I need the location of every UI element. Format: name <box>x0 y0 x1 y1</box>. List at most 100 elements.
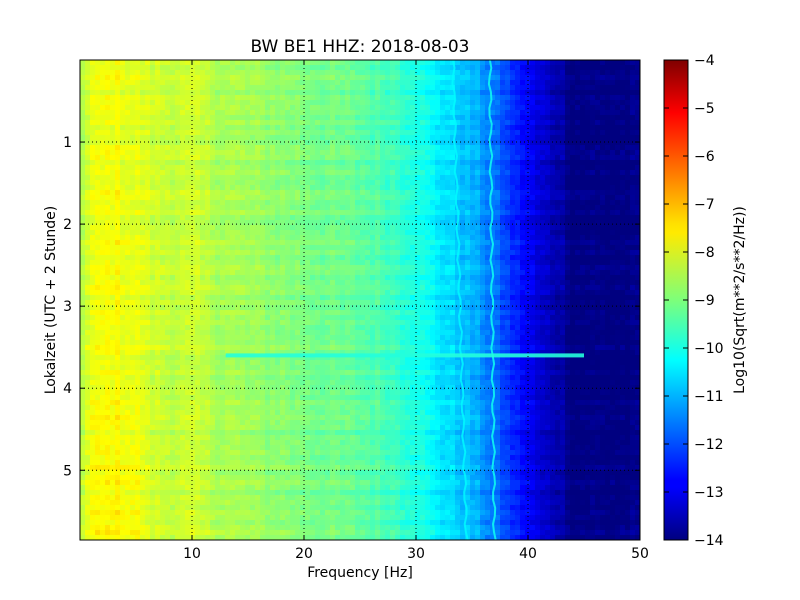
heatmap-cell <box>625 70 631 76</box>
heatmap-cell <box>330 230 336 236</box>
heatmap-cell <box>95 240 101 246</box>
heatmap-cell <box>175 105 181 111</box>
heatmap-cell <box>490 225 496 231</box>
heatmap-cell <box>270 110 276 116</box>
heatmap-cell <box>265 110 271 116</box>
heatmap-cell <box>440 115 446 121</box>
heatmap-cell <box>415 220 421 226</box>
heatmap-cell <box>390 245 396 251</box>
heatmap-cell <box>585 245 591 251</box>
heatmap-cell <box>335 245 341 251</box>
heatmap-cell <box>195 120 201 126</box>
heatmap-cell <box>585 270 591 276</box>
heatmap-cell <box>490 90 496 96</box>
heatmap-cell <box>225 160 231 166</box>
heatmap-cell <box>205 155 211 161</box>
heatmap-cell <box>265 185 271 191</box>
heatmap-cell <box>100 210 106 216</box>
heatmap-cell <box>410 155 416 161</box>
heatmap-cell <box>490 190 496 196</box>
heatmap-cell <box>365 265 371 271</box>
heatmap-cell <box>495 255 501 261</box>
heatmap-cell <box>455 65 461 71</box>
heatmap-cell <box>615 215 621 221</box>
heatmap-cell <box>570 135 576 141</box>
heatmap-cell <box>440 275 446 281</box>
heatmap-cell <box>505 145 511 151</box>
heatmap-cell <box>630 105 636 111</box>
heatmap-cell <box>610 75 616 81</box>
heatmap-cell <box>590 105 596 111</box>
heatmap-cell <box>325 110 331 116</box>
heatmap-cell <box>130 210 136 216</box>
heatmap-cell <box>275 70 281 76</box>
heatmap-cell <box>605 120 611 126</box>
heatmap-cell <box>335 145 341 151</box>
heatmap-cell <box>325 265 331 271</box>
heatmap-cell <box>230 200 236 206</box>
heatmap-cell <box>305 230 311 236</box>
heatmap-cell <box>525 275 531 281</box>
heatmap-cell <box>140 75 146 81</box>
heatmap-cell <box>275 150 281 156</box>
heatmap-cell <box>500 260 506 266</box>
heatmap-cell <box>475 260 481 266</box>
heatmap-cell <box>300 205 306 211</box>
heatmap-cell <box>330 270 336 276</box>
heatmap-cell <box>330 225 336 231</box>
heatmap-cell <box>150 170 156 176</box>
heatmap-cell <box>575 105 581 111</box>
heatmap-cell <box>255 85 261 91</box>
heatmap-cell <box>505 245 511 251</box>
heatmap-cell <box>180 80 186 86</box>
heatmap-cell <box>630 230 636 236</box>
heatmap-cell <box>215 125 221 131</box>
heatmap-cell <box>460 235 466 241</box>
heatmap-cell <box>625 75 631 81</box>
heatmap-cell <box>520 255 526 261</box>
heatmap-cell <box>310 70 316 76</box>
heatmap-cell <box>305 165 311 171</box>
heatmap-cell <box>325 240 331 246</box>
heatmap-cell <box>315 65 321 71</box>
heatmap-cell <box>315 250 321 256</box>
heatmap-cell <box>80 270 86 276</box>
heatmap-cell <box>325 70 331 76</box>
heatmap-cell <box>305 80 311 86</box>
heatmap-cell <box>540 265 546 271</box>
heatmap-cell <box>205 130 211 136</box>
heatmap-cell <box>635 75 640 81</box>
heatmap-cell <box>515 150 521 156</box>
heatmap-cell <box>510 215 516 221</box>
heatmap-cell <box>600 100 606 106</box>
heatmap-cell <box>405 80 411 86</box>
heatmap-cell <box>160 110 166 116</box>
heatmap-cell <box>485 85 491 91</box>
heatmap-cell <box>355 245 361 251</box>
heatmap-cell <box>370 220 376 226</box>
heatmap-cell <box>225 105 231 111</box>
heatmap-cell <box>485 90 491 96</box>
heatmap-cell <box>195 160 201 166</box>
heatmap-cell <box>525 140 531 146</box>
heatmap-cell <box>175 155 181 161</box>
heatmap-cell <box>225 135 231 141</box>
heatmap-cell <box>405 255 411 261</box>
heatmap-cell <box>170 145 176 151</box>
heatmap-cell <box>360 225 366 231</box>
heatmap-cell <box>200 255 206 261</box>
heatmap-cell <box>375 225 381 231</box>
heatmap-cell <box>375 130 381 136</box>
heatmap-cell <box>620 100 626 106</box>
heatmap-cell <box>500 80 506 86</box>
heatmap-cell <box>225 65 231 71</box>
heatmap-cell <box>220 275 226 281</box>
heatmap-cell <box>280 180 286 186</box>
heatmap-cell <box>330 65 336 71</box>
heatmap-cell <box>135 130 141 136</box>
heatmap-cell <box>510 185 516 191</box>
heatmap-cell <box>485 195 491 201</box>
heatmap-cell <box>120 190 126 196</box>
heatmap-cell <box>330 170 336 176</box>
heatmap-cell <box>495 195 501 201</box>
